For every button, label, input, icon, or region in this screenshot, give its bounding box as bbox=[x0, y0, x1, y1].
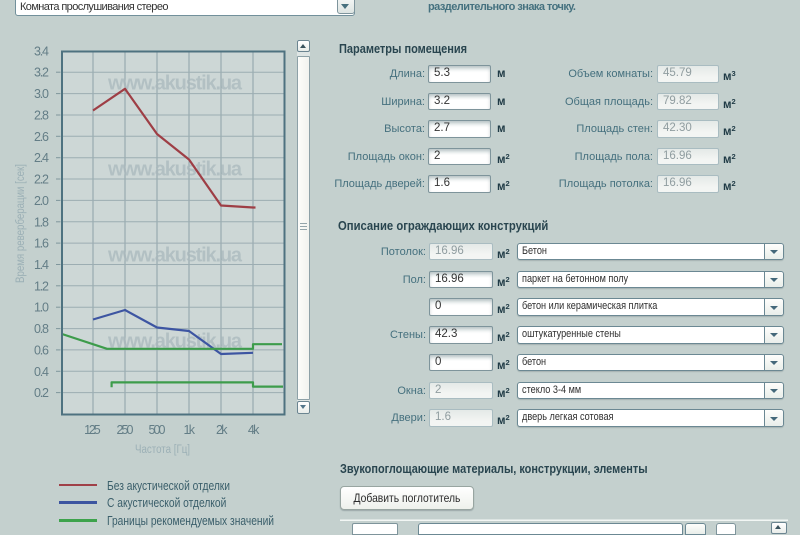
svg-text:2.4: 2.4 bbox=[34, 151, 49, 165]
svg-text:2.8: 2.8 bbox=[34, 109, 49, 123]
svg-text:1.4: 1.4 bbox=[34, 258, 49, 272]
svg-text:www.akustik.ua: www.akustik.ua bbox=[107, 331, 243, 353]
svg-text:3.0: 3.0 bbox=[34, 87, 49, 101]
svg-text:www.akustik.ua: www.akustik.ua bbox=[107, 245, 243, 267]
svg-text:0.8: 0.8 bbox=[34, 322, 49, 336]
svg-text:1.2: 1.2 bbox=[34, 279, 49, 293]
svg-text:1.0: 1.0 bbox=[34, 301, 49, 315]
svg-text:0.4: 0.4 bbox=[34, 365, 49, 379]
svg-text:1.6: 1.6 bbox=[34, 237, 49, 251]
svg-text:1.8: 1.8 bbox=[34, 215, 49, 229]
svg-text:1k: 1k bbox=[183, 423, 195, 437]
svg-text:250: 250 bbox=[117, 423, 134, 437]
svg-text:3.4: 3.4 bbox=[34, 45, 49, 59]
svg-text:0.2: 0.2 bbox=[34, 386, 49, 400]
svg-text:500: 500 bbox=[149, 423, 166, 437]
svg-text:2.0: 2.0 bbox=[34, 194, 49, 208]
svg-text:2k: 2k bbox=[216, 423, 228, 437]
svg-text:www.akustik.ua: www.akustik.ua bbox=[107, 159, 243, 181]
svg-text:2.2: 2.2 bbox=[34, 173, 49, 187]
svg-text:3.2: 3.2 bbox=[34, 66, 49, 80]
svg-text:4k: 4k bbox=[248, 423, 260, 437]
svg-text:125: 125 bbox=[84, 423, 101, 437]
svg-text:2.6: 2.6 bbox=[34, 130, 49, 144]
svg-text:0.6: 0.6 bbox=[34, 343, 49, 357]
svg-text:Время реверберации [сек]: Время реверберации [сек] bbox=[15, 164, 27, 283]
svg-text:Частота [Гц]: Частота [Гц] bbox=[135, 444, 190, 456]
svg-text:www.akustik.ua: www.akustik.ua bbox=[107, 73, 243, 95]
